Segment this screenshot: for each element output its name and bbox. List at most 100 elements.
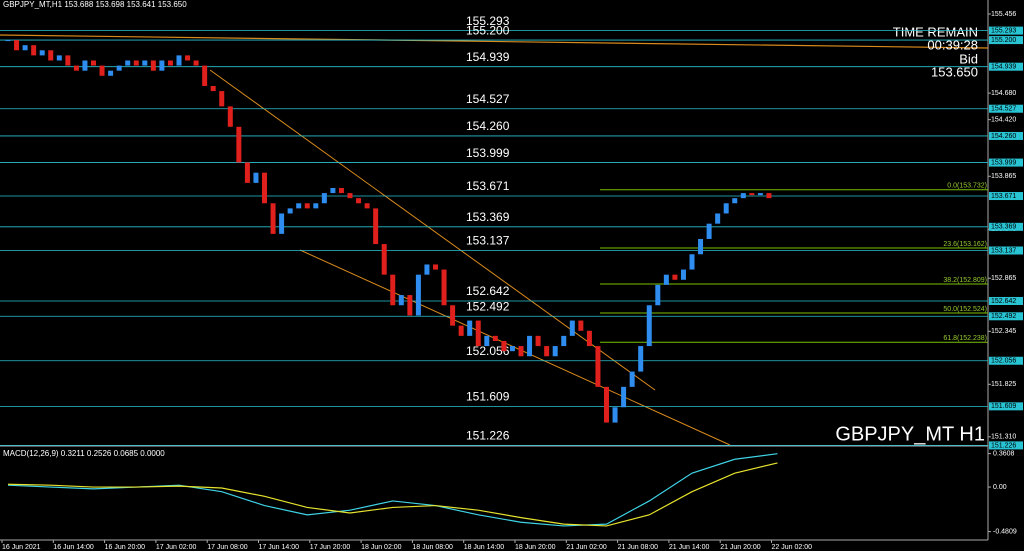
candle (433, 264, 438, 270)
candle (48, 50, 54, 61)
macd-tick-label: -0.4809 (993, 528, 1017, 535)
y-tick-label: 151.825 (991, 381, 1016, 388)
candle (663, 274, 669, 285)
level-label: 151.609 (466, 390, 510, 404)
candle (321, 193, 327, 204)
candle (159, 60, 165, 71)
level-label: 152.056 (466, 344, 510, 358)
candle (99, 65, 105, 76)
candle (296, 203, 302, 209)
candle (527, 335, 533, 357)
candle (749, 193, 755, 196)
candle (227, 106, 233, 127)
candle (740, 193, 746, 199)
level-tag (989, 158, 1023, 167)
level-tag-label: 151.226 (991, 442, 1016, 449)
info-text: TIME REMAIN (893, 24, 978, 39)
candle (492, 335, 498, 341)
candle (91, 60, 96, 66)
candle (595, 346, 601, 387)
level-tag-label: 151.609 (991, 403, 1016, 410)
level-label: 152.492 (466, 299, 510, 313)
candle (253, 172, 259, 183)
candle (604, 386, 609, 423)
candle (304, 203, 310, 209)
level-tag-label: 155.200 (991, 37, 1016, 44)
candle (210, 85, 216, 92)
level-tag (989, 131, 1023, 140)
candle (467, 320, 473, 336)
candle (390, 274, 396, 306)
level-tag-label: 155.293 (991, 27, 1016, 34)
info-text: 00:39:28 (927, 37, 978, 52)
candle (561, 335, 567, 347)
level-tag (989, 441, 1023, 450)
candle (347, 193, 353, 199)
x-tick-label: 17 Jun 02:00 (156, 544, 197, 551)
channel-line (209, 69, 656, 391)
candle (39, 50, 45, 56)
x-tick-label: 21 Jun 20:00 (720, 544, 761, 551)
level-label: 154.527 (466, 92, 510, 106)
candle (698, 238, 704, 255)
candle (612, 407, 618, 423)
candle (287, 208, 293, 214)
candle (5, 40, 11, 42)
candle (501, 340, 507, 352)
macd-title: MACD(12,26,9) 0.3211 0.2526 0.0685 0.000… (3, 449, 165, 458)
y-tick-label: 153.865 (991, 173, 1016, 180)
level-tag-label: 152.642 (991, 298, 1016, 305)
candle (381, 244, 387, 275)
candle (458, 325, 464, 336)
x-tick-label: 21 Jun 02:00 (566, 544, 607, 551)
candle (441, 269, 447, 306)
level-tag-label: 154.260 (991, 133, 1016, 140)
level-label: 152.642 (466, 284, 510, 298)
candle (578, 320, 584, 331)
candle (373, 208, 379, 245)
candle (732, 198, 738, 204)
macd-tick-label: 0.3608 (993, 450, 1015, 457)
candle (415, 274, 421, 316)
x-tick-label: 16 Jun 14:00 (53, 544, 94, 551)
level-label: 151.226 (466, 429, 510, 443)
level-tag (989, 36, 1023, 45)
candle (407, 295, 413, 316)
x-tick-label: 17 Jun 08:00 (207, 544, 248, 551)
candle (569, 320, 575, 336)
candle (167, 60, 173, 66)
level-label: 153.137 (466, 234, 510, 248)
candle (424, 264, 430, 275)
candle (680, 269, 686, 280)
candle (586, 330, 592, 347)
fib-label: 0.0(153.732) (947, 183, 987, 190)
candle (766, 193, 772, 199)
candle (202, 65, 208, 86)
candle (185, 55, 191, 61)
level-tag-label: 153.369 (991, 224, 1016, 231)
level-tag-label: 152.492 (991, 313, 1016, 320)
level-tag-label: 152.056 (991, 358, 1016, 365)
info-text: 153.650 (931, 64, 978, 79)
candle (638, 346, 644, 372)
candle (544, 346, 550, 357)
candle (73, 65, 79, 71)
x-tick-label: 21 Jun 08:00 (618, 544, 659, 551)
candle (689, 254, 695, 270)
x-tick-label: 18 Jun 02:00 (361, 544, 402, 551)
candle (356, 198, 362, 204)
candle (279, 213, 285, 234)
x-tick-label: 17 Jun 20:00 (310, 544, 351, 551)
x-tick-label: 18 Jun 20:00 (515, 544, 556, 551)
level-tag (989, 104, 1023, 113)
level-tag-label: 154.939 (991, 64, 1016, 71)
level-tag (989, 356, 1023, 365)
x-tick-label: 17 Jun 14:00 (259, 544, 300, 551)
candle (125, 60, 131, 66)
candle (646, 305, 652, 347)
x-tick-label: 22 Jun 02:00 (772, 544, 813, 551)
candle (219, 91, 225, 107)
candle (450, 305, 456, 326)
